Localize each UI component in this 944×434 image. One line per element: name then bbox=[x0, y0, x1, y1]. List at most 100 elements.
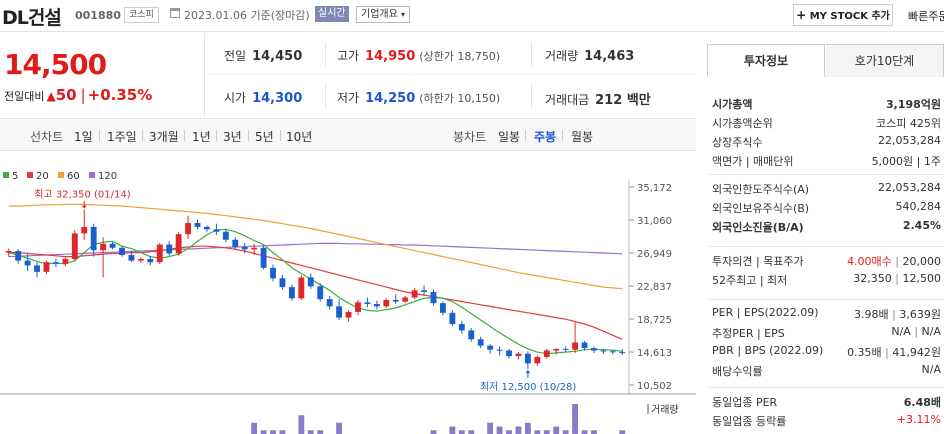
divider bbox=[280, 130, 281, 141]
period-5y[interactable]: 5년 bbox=[255, 130, 274, 144]
candle-body bbox=[307, 277, 314, 287]
candle-monthly[interactable]: 월봉 bbox=[571, 130, 594, 144]
info-row: 상장주식수 22,053,284 bbox=[707, 132, 944, 151]
candle-body bbox=[175, 234, 182, 254]
open-label: 시가 bbox=[224, 91, 247, 105]
candle-body bbox=[581, 342, 588, 349]
candle-body bbox=[251, 247, 258, 250]
volume-value: 14,463 bbox=[584, 49, 635, 64]
candle-body bbox=[298, 277, 305, 299]
divider bbox=[99, 130, 100, 141]
candle-body bbox=[128, 254, 135, 261]
my-stock-add-button[interactable]: + MY STOCK 추가 bbox=[793, 4, 893, 26]
ma-legend-swatch bbox=[3, 172, 9, 178]
info-group: 동일업종 PER 6.48배 동일업종 등락률 +3.11% bbox=[707, 387, 944, 433]
line-chart-label: 선차트 bbox=[30, 130, 64, 144]
divider bbox=[525, 130, 526, 141]
min-price-label: 최저 12,500 (10/28) bbox=[480, 381, 576, 393]
candle-daily[interactable]: 일봉 bbox=[498, 130, 521, 144]
info-label: 추정PER | EPS bbox=[712, 327, 785, 340]
volume-bar bbox=[317, 430, 324, 434]
ma60-line bbox=[8, 203, 623, 290]
info-value: 3,198억원 bbox=[885, 98, 941, 111]
candle-body bbox=[543, 350, 550, 357]
volume-bar bbox=[553, 426, 560, 434]
upper-limit: (상한가 18,750) bbox=[419, 50, 501, 63]
info-row: 외국인보유주식수(B) 540,284 bbox=[707, 198, 944, 217]
company-overview-label: 기업개요 bbox=[361, 9, 398, 20]
candle-body bbox=[373, 303, 380, 307]
info-row: 시가총액순위 코스피 425위 bbox=[707, 113, 944, 132]
volume-bar bbox=[543, 430, 550, 434]
candle-body bbox=[421, 290, 427, 292]
volume-bar bbox=[336, 422, 343, 434]
info-value: 3.98배 | 3,639원 bbox=[854, 306, 941, 322]
info-value-secondary: N/A bbox=[921, 363, 941, 376]
realtime-badge[interactable]: 실시간 bbox=[315, 6, 349, 22]
info-label: 배당수익률 bbox=[712, 365, 763, 378]
period-1d[interactable]: 1일 bbox=[74, 130, 93, 144]
stock-header: DL건설 001880 코스피 2023.01.06 기준(장마감) 실시간 기… bbox=[0, 0, 944, 32]
period-3y[interactable]: 3년 bbox=[223, 130, 242, 144]
candle-body bbox=[270, 267, 276, 279]
info-value: 2.45% bbox=[902, 219, 941, 232]
info-value-secondary: N/A bbox=[921, 325, 941, 338]
price-summary: 14,500 전일대비 ▲50 | +0.35% bbox=[0, 33, 205, 117]
candle-weekly[interactable]: 주봉 bbox=[534, 130, 557, 144]
info-value-primary: 32,350 bbox=[853, 272, 892, 285]
min-arrow-head bbox=[525, 369, 531, 373]
quick-order-link[interactable]: 빠른주문 bbox=[908, 10, 944, 23]
price-stats: 전일 14,450 고가 14,950 (상한가 18,750) 거래량 14,463 … bbox=[206, 33, 696, 117]
period-1y[interactable]: 1년 bbox=[192, 130, 211, 144]
volume-bar bbox=[449, 426, 456, 434]
info-row: 배당수익률 N/A bbox=[707, 361, 944, 380]
volume-bar bbox=[506, 430, 512, 434]
period-3m[interactable]: 3개월 bbox=[149, 130, 179, 144]
y-tick-label: 10,502 bbox=[637, 381, 672, 392]
prev-value: 14,450 bbox=[252, 49, 303, 64]
candle-body bbox=[194, 222, 201, 227]
info-value-secondary: 3,639원 bbox=[899, 308, 941, 321]
weekly-candle-chart[interactable]: 5 20 60 120 35,172 31,060 26,949 22,837 18,725 14… bbox=[0, 152, 696, 434]
stock-code: 001880 bbox=[75, 9, 121, 22]
candle-body bbox=[392, 299, 399, 302]
info-row: 액면가 | 매매단위 5,000원 | 1주 bbox=[707, 151, 944, 170]
divider bbox=[142, 130, 143, 141]
tab-investment-info[interactable]: 투자정보 bbox=[707, 44, 825, 77]
stats-row-1: 전일 14,450 고가 14,950 (상한가 18,750) 거래량 14,463 bbox=[206, 33, 696, 75]
divider: | bbox=[80, 86, 86, 104]
info-label: 동일업종 등락률 bbox=[712, 415, 787, 428]
info-value: N/A | N/A bbox=[891, 325, 941, 338]
volume-bar bbox=[581, 430, 588, 434]
candle-body bbox=[34, 265, 40, 272]
candle-body bbox=[222, 231, 229, 240]
candle-body bbox=[81, 226, 88, 234]
candle-body bbox=[449, 312, 456, 325]
info-row: 추정PER | EPS N/A | N/A bbox=[707, 323, 944, 342]
info-value-primary: 0.35배 bbox=[847, 346, 882, 359]
candle-body bbox=[345, 311, 352, 318]
change-percent: +0.35% bbox=[87, 86, 153, 104]
candle-body bbox=[119, 247, 125, 255]
candle-body bbox=[43, 262, 50, 272]
candle-body bbox=[477, 339, 484, 346]
info-row: PER | EPS(2022.09) 3.98배 | 3,639원 bbox=[707, 304, 944, 323]
candle-body bbox=[355, 302, 361, 312]
low-price: 저가 14,250 (하한가 10,150) bbox=[337, 89, 500, 106]
divider bbox=[216, 130, 217, 141]
period-1w[interactable]: 1주일 bbox=[107, 130, 137, 144]
candle-body bbox=[411, 290, 418, 298]
period-10y[interactable]: 10년 bbox=[286, 130, 313, 144]
volume-bar bbox=[430, 430, 437, 434]
info-label: 외국인소진율(B/A) bbox=[712, 221, 804, 234]
info-row: 동일업종 PER 6.48배 bbox=[707, 392, 944, 411]
info-value: 0.35배 | 41,942원 bbox=[847, 344, 941, 360]
candle-body bbox=[5, 250, 12, 253]
candle-body bbox=[156, 244, 163, 263]
info-value: 4.00매수 | 20,000 bbox=[847, 253, 941, 269]
tab-order-book[interactable]: 호가10단계 bbox=[826, 44, 944, 77]
low-label: 저가 bbox=[337, 91, 360, 105]
info-row: PBR | BPS (2022.09) 0.35배 | 41,942원 bbox=[707, 342, 944, 361]
info-group: 투자의견 | 목표주가 4.00매수 | 20,000 52주최고 | 최저 32,3… bbox=[707, 246, 944, 292]
company-overview-button[interactable]: 기업개요 ▾ bbox=[356, 6, 411, 23]
